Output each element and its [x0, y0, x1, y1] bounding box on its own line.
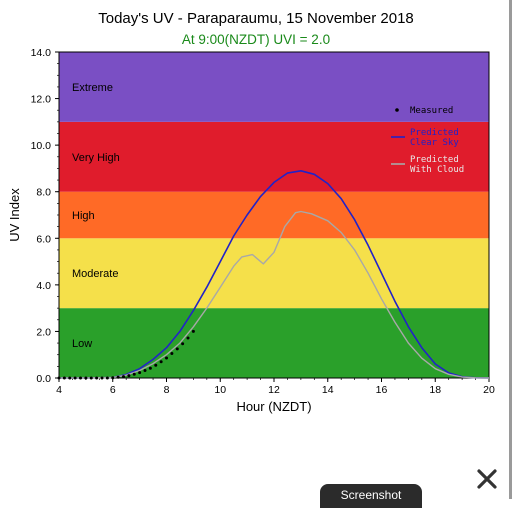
x-tick-label: 14 [322, 384, 334, 396]
window-edge [509, 0, 512, 499]
band-label: Moderate [72, 268, 118, 280]
measured-point [165, 356, 168, 360]
x-tick-label: 6 [110, 384, 116, 396]
legend-label-line: Predicted [410, 155, 459, 165]
x-tick-label: 12 [268, 384, 280, 396]
measured-point [105, 376, 109, 380]
measured-point [148, 366, 152, 370]
band-label: High [72, 210, 95, 222]
x-tick-label: 16 [376, 384, 388, 396]
uv-band-low [59, 308, 489, 378]
y-tick-label: 4.0 [36, 280, 51, 292]
measured-point [68, 376, 72, 380]
x-axis-label: Hour (NZDT) [236, 399, 311, 414]
measured-point [100, 376, 104, 380]
y-tick-label: 8.0 [36, 187, 51, 199]
legend-label: Predicted Clear Sky [410, 128, 459, 148]
y-tick-label: 10.0 [31, 140, 52, 152]
measured-point [73, 376, 77, 380]
legend-label: Predicted With Cloud [410, 155, 464, 175]
measured-point [191, 329, 195, 333]
measured-point [127, 374, 131, 378]
uv-band-high [59, 191, 489, 239]
band-label: Extreme [72, 82, 113, 94]
measured-point [175, 347, 179, 351]
y-tick-label: 0.0 [36, 373, 51, 385]
legend-label-line: Measured [410, 106, 453, 116]
series-line-1 [59, 170, 490, 379]
measured-point [170, 352, 174, 356]
band-label: Very High [72, 152, 120, 164]
uv-band-very-high [59, 121, 489, 192]
measured-point [79, 376, 82, 380]
x-tick-label: 10 [214, 384, 226, 396]
measured-point [95, 376, 99, 380]
close-icon [477, 469, 497, 489]
x-tick-label: 20 [483, 384, 495, 396]
measured-point [138, 371, 142, 375]
x-tick-label: 18 [429, 384, 441, 396]
measured-point [132, 372, 136, 376]
legend-label-line: Clear Sky [410, 138, 459, 148]
uv-band-extreme [59, 52, 489, 122]
measured-point [57, 376, 61, 380]
y-tick-label: 6.0 [36, 233, 51, 245]
measured-point [186, 336, 190, 340]
close-button[interactable] [474, 466, 500, 492]
legend-label-line: Predicted [410, 128, 459, 138]
legend-marker-measured [395, 108, 399, 112]
measured-point [62, 376, 66, 380]
band-label: Low [72, 338, 92, 350]
screenshot-button[interactable]: Screenshot [320, 484, 422, 508]
measured-point [159, 360, 163, 364]
chart-title: Today's UV - Paraparaumu, 15 November 20… [98, 10, 414, 27]
series-line-2 [59, 210, 490, 379]
legend-label-line: With Cloud [410, 165, 464, 175]
y-axis-label: UV Index [7, 188, 22, 242]
uv-band-moderate [59, 238, 489, 309]
measured-point [143, 369, 147, 373]
x-tick-label: 8 [164, 384, 170, 396]
measured-point [84, 376, 88, 380]
measured-point [116, 375, 120, 379]
measured-point [89, 376, 93, 380]
measured-point [154, 363, 158, 367]
measured-point [111, 376, 115, 380]
x-tick-label: 4 [56, 384, 62, 396]
measured-point [181, 342, 185, 346]
y-tick-label: 14.0 [31, 47, 52, 59]
y-tick-label: 12.0 [31, 94, 52, 106]
chart-subtitle: At 9:00(NZDT) UVI = 2.0 [181, 32, 331, 47]
legend-label: Measured [410, 106, 453, 116]
measured-point [122, 375, 125, 379]
y-tick-label: 2.0 [36, 326, 51, 338]
